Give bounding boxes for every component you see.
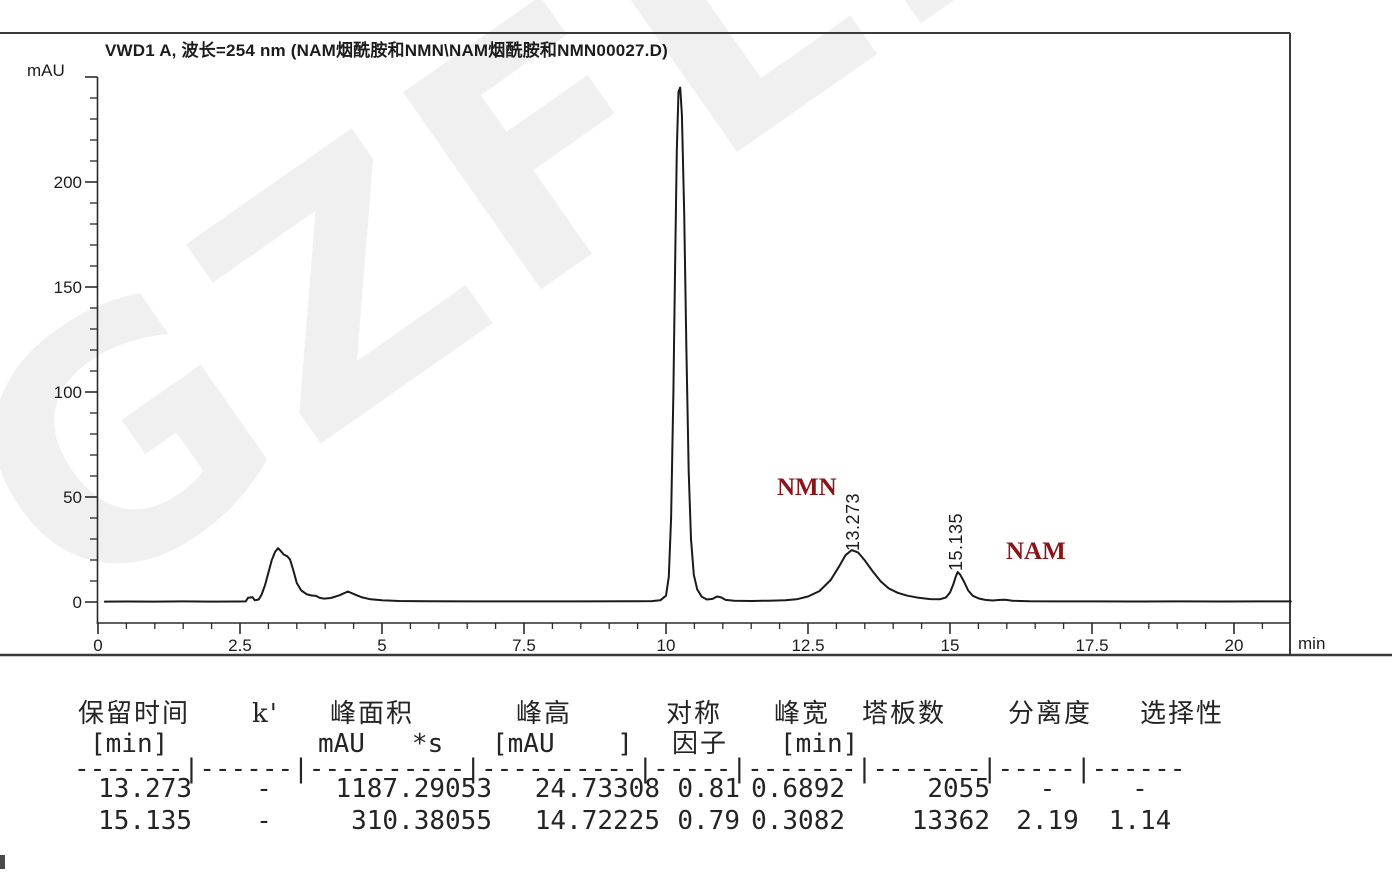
chromatogram-plot: 0 50 100 150 200 0 2.5 5 7.5 10 12.5 15 17.5 20 <box>0 32 1392 657</box>
x-tick-label: 10 <box>657 636 676 655</box>
col-header-peak-area: 峰面积 <box>330 699 415 729</box>
table-cell-rt: 13.273 <box>98 774 192 804</box>
retention-time-label-nam: 15.135 <box>946 512 966 571</box>
x-tick-label: 17.5 <box>1075 636 1108 655</box>
table-cell-symmetry: 0.79 <box>677 806 740 836</box>
unit-height-mau: [mAU ] <box>492 729 633 759</box>
table-cell-symmetry: 0.81 <box>677 774 740 804</box>
table-cell-plates: 2055 <box>927 774 990 804</box>
unit-area-mau-s: mAU *s <box>318 729 444 759</box>
x-tick-label: 5 <box>377 636 386 655</box>
table-cell-selectivity: 1.14 <box>1108 806 1172 836</box>
chromatogram-trace <box>103 86 1292 603</box>
table-cell-width: 0.3082 <box>751 806 845 836</box>
y-tick-label: 50 <box>63 488 82 507</box>
y-tick-label: 150 <box>54 278 82 297</box>
table-cell-kprime: - <box>256 806 272 836</box>
x-tick-label: 0 <box>93 636 102 655</box>
table-cell-plates: 13362 <box>911 806 990 836</box>
unit-width-min: [min] <box>780 729 859 759</box>
col-header-symmetry: 对称 <box>666 699 723 729</box>
chromatogram-title: VWD1 A, 波长=254 nm (NAM烟酰胺和NMN\NAM烟酰胺和NMN… <box>105 41 668 60</box>
col-header-peak-height: 峰高 <box>516 699 573 729</box>
col-header-resolution: 分离度 <box>1008 699 1093 729</box>
table-cell-resolution: 2.19 <box>1016 806 1079 836</box>
y-tick-label: 0 <box>73 593 82 612</box>
x-tick-label: 15 <box>941 636 960 655</box>
table-cell-area: 310.38055 <box>351 806 492 836</box>
col-header-retention-time: 保留时间 <box>78 699 191 729</box>
col-header-k-prime: k' <box>252 699 279 729</box>
retention-time-label-nmn: 13.273 <box>843 492 863 551</box>
table-cell-selectivity: - <box>1132 774 1148 804</box>
x-tick-label: 2.5 <box>228 636 252 655</box>
peak-label-nam: NAM <box>1006 538 1066 565</box>
table-separator-line: -------|------|----------|----------|---… <box>74 754 1186 784</box>
table-cell-height: 14.72225 <box>534 806 660 836</box>
page-edge-artifact <box>0 855 5 869</box>
col-header-peak-width: 峰宽 <box>774 699 831 729</box>
table-cell-resolution: - <box>1039 774 1056 804</box>
x-axis-unit-label: min <box>1298 634 1326 653</box>
x-tick-label: 20 <box>1225 636 1244 655</box>
col-header-selectivity: 选择性 <box>1140 699 1225 729</box>
col-header-plates: 塔板数 <box>862 699 947 729</box>
table-cell-width: 0.6892 <box>751 774 845 804</box>
unit-symmetry-factor: 因子 <box>672 729 729 759</box>
y-axis-unit-label: mAU <box>27 61 65 80</box>
unit-retention-min: [min] <box>90 729 169 759</box>
y-tick-label: 100 <box>54 383 82 402</box>
table-cell-height: 24.73308 <box>534 774 660 804</box>
table-cell-rt: 15.135 <box>98 806 192 836</box>
y-tick-label: 200 <box>54 173 82 192</box>
x-tick-label: 7.5 <box>512 636 536 655</box>
table-cell-area: 1187.29053 <box>335 774 492 804</box>
peak-label-nmn: NMN <box>777 474 837 501</box>
table-cell-kprime: - <box>256 774 272 804</box>
x-tick-label: 12.5 <box>791 636 824 655</box>
